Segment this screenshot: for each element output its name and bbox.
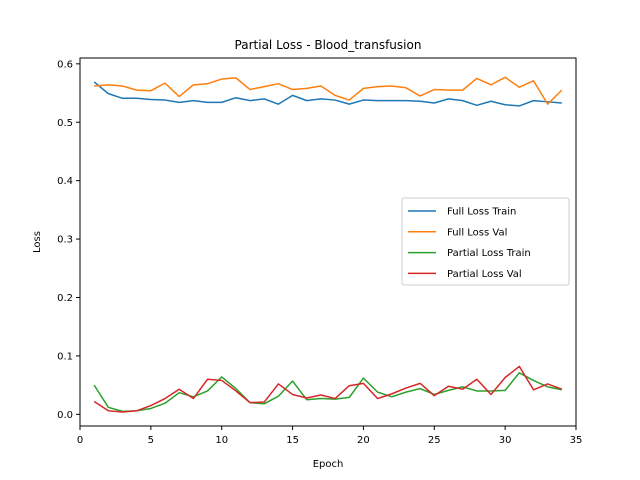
y-axis-label: Loss: [32, 231, 43, 253]
y-tick-label: 0.1: [57, 351, 73, 362]
x-tick-label: 20: [357, 435, 370, 446]
x-tick-label: 30: [499, 435, 512, 446]
x-tick-label: 10: [215, 435, 228, 446]
legend-label: Partial Loss Val: [447, 269, 522, 280]
legend: Full Loss Train Full Loss Val Partial Loss…: [401, 197, 570, 286]
legend-box: [401, 197, 570, 286]
y-tick-label: 0.6: [57, 59, 73, 70]
series-line-partial-loss-train: [93, 372, 562, 413]
y-tick-label: 0.3: [57, 235, 73, 246]
x-tick-label: 5: [148, 435, 154, 446]
chart-title: Partial Loss - Blood_transfusion: [235, 38, 422, 52]
x-tick-label: 35: [570, 435, 583, 446]
legend-label: Full Loss Train: [447, 207, 516, 218]
y-tick-label: 0.5: [57, 118, 73, 129]
series-line-full-loss-val: [94, 76, 563, 105]
x-tick-label: 25: [428, 435, 441, 446]
y-tick-label: 0.4: [57, 176, 73, 187]
legend-label: Full Loss Val: [447, 227, 507, 238]
plot-area-frame: [79, 57, 577, 427]
x-axis: 0 5 10 15 20 25 30 35: [77, 426, 583, 446]
x-tick-label: 0: [77, 435, 83, 446]
y-tick-label: 0.2: [57, 293, 73, 304]
series-line-full-loss-train: [93, 81, 562, 107]
y-axis: 0.0 0.1 0.2 0.3 0.4 0.5 0.6: [57, 59, 80, 421]
legend-label: Partial Loss Train: [447, 248, 531, 259]
plot-lines: [93, 76, 563, 413]
x-axis-label: Epoch: [313, 459, 344, 470]
y-tick-label: 0.0: [57, 410, 73, 421]
series-line-partial-loss-val: [93, 365, 563, 413]
x-tick-label: 15: [286, 435, 299, 446]
